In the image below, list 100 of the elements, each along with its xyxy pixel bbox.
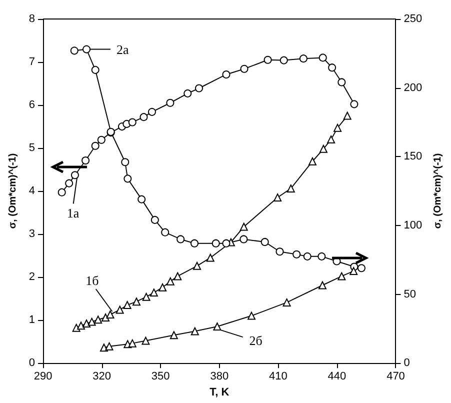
point bbox=[292, 250, 301, 258]
point bbox=[124, 174, 132, 183]
point bbox=[276, 248, 284, 256]
point bbox=[318, 252, 326, 260]
point bbox=[88, 318, 96, 326]
point bbox=[91, 66, 100, 74]
point bbox=[303, 252, 312, 260]
y-tick-label: 7 bbox=[28, 56, 36, 68]
point bbox=[280, 56, 288, 64]
y-axis-title: σ, (Om*cm)^(-1) bbox=[8, 153, 18, 229]
point bbox=[158, 283, 167, 292]
y2-tick-label: 200 bbox=[404, 82, 422, 94]
legend-label: 2а bbox=[116, 42, 130, 57]
y-tick-label: 6 bbox=[28, 99, 36, 112]
point bbox=[343, 112, 352, 120]
point bbox=[102, 314, 110, 322]
point bbox=[212, 239, 220, 248]
point bbox=[161, 228, 170, 236]
point bbox=[148, 108, 156, 116]
point bbox=[319, 144, 328, 153]
point bbox=[128, 339, 136, 348]
point bbox=[327, 135, 336, 144]
point bbox=[128, 118, 136, 126]
point bbox=[140, 113, 148, 122]
point bbox=[150, 216, 159, 224]
point bbox=[286, 184, 295, 192]
point bbox=[142, 292, 150, 301]
point bbox=[91, 142, 100, 150]
point bbox=[170, 331, 178, 340]
point bbox=[338, 272, 346, 280]
point bbox=[121, 158, 130, 166]
y-tick-label: 8 bbox=[28, 13, 36, 25]
point bbox=[240, 235, 248, 244]
y-tick-label: 3 bbox=[28, 228, 36, 240]
point bbox=[82, 45, 91, 54]
y2-axis-title: σ, (Om*cm)^(-1) bbox=[432, 153, 444, 229]
point bbox=[357, 264, 366, 272]
point bbox=[94, 316, 102, 324]
point bbox=[248, 312, 256, 320]
point bbox=[105, 342, 114, 350]
point bbox=[318, 281, 326, 290]
point bbox=[70, 171, 79, 180]
point bbox=[193, 262, 202, 270]
point bbox=[274, 194, 282, 202]
point bbox=[138, 195, 146, 204]
point bbox=[222, 70, 230, 78]
x-tick-label: 350 bbox=[151, 370, 170, 383]
x-tick-label: 440 bbox=[328, 370, 346, 383]
series-label: 1а bbox=[66, 206, 80, 221]
point bbox=[184, 89, 192, 98]
point bbox=[123, 301, 132, 310]
point bbox=[334, 124, 342, 132]
point bbox=[116, 306, 124, 314]
point bbox=[174, 272, 182, 280]
point bbox=[206, 254, 214, 262]
point bbox=[190, 239, 198, 248]
point bbox=[166, 98, 174, 107]
point bbox=[176, 235, 185, 244]
legend-label: 2б bbox=[249, 333, 263, 348]
point bbox=[240, 64, 248, 73]
point bbox=[70, 46, 78, 55]
point bbox=[240, 222, 248, 231]
x-tick-label: 410 bbox=[268, 370, 288, 383]
point bbox=[318, 54, 327, 62]
point bbox=[150, 288, 158, 297]
point bbox=[299, 54, 308, 63]
point bbox=[65, 179, 74, 188]
point bbox=[350, 267, 358, 276]
x-tick-label: 470 bbox=[386, 370, 405, 383]
point bbox=[82, 156, 90, 165]
y-tick-label: 1 bbox=[28, 314, 36, 326]
point bbox=[260, 238, 269, 246]
y2-tick-label: 100 bbox=[404, 219, 422, 232]
x-axis-title: T, K bbox=[210, 386, 230, 398]
series-label: 1б bbox=[86, 272, 100, 288]
y2-tick-label: 0 bbox=[404, 357, 410, 370]
point bbox=[195, 84, 203, 92]
point bbox=[166, 277, 174, 286]
point bbox=[58, 188, 66, 196]
y2-tick-label: 50 bbox=[404, 288, 416, 300]
point bbox=[97, 136, 106, 144]
point bbox=[308, 157, 316, 166]
point bbox=[106, 310, 114, 318]
point bbox=[264, 56, 272, 64]
point bbox=[190, 327, 199, 336]
y-tick-label: 0 bbox=[28, 357, 36, 370]
x-tick-label: 320 bbox=[92, 370, 111, 383]
point bbox=[213, 322, 222, 331]
y-tick-label: 5 bbox=[28, 142, 36, 154]
point bbox=[282, 298, 291, 306]
point bbox=[77, 322, 86, 330]
x-tick-label: 290 bbox=[34, 370, 52, 383]
y-tick-label: 4 bbox=[28, 185, 36, 198]
point bbox=[328, 64, 336, 72]
point bbox=[338, 78, 346, 86]
point bbox=[222, 239, 230, 248]
point bbox=[142, 336, 150, 345]
y-tick-label: 2 bbox=[28, 271, 36, 284]
point bbox=[132, 298, 140, 306]
y2-tick-label: 150 bbox=[404, 150, 422, 163]
